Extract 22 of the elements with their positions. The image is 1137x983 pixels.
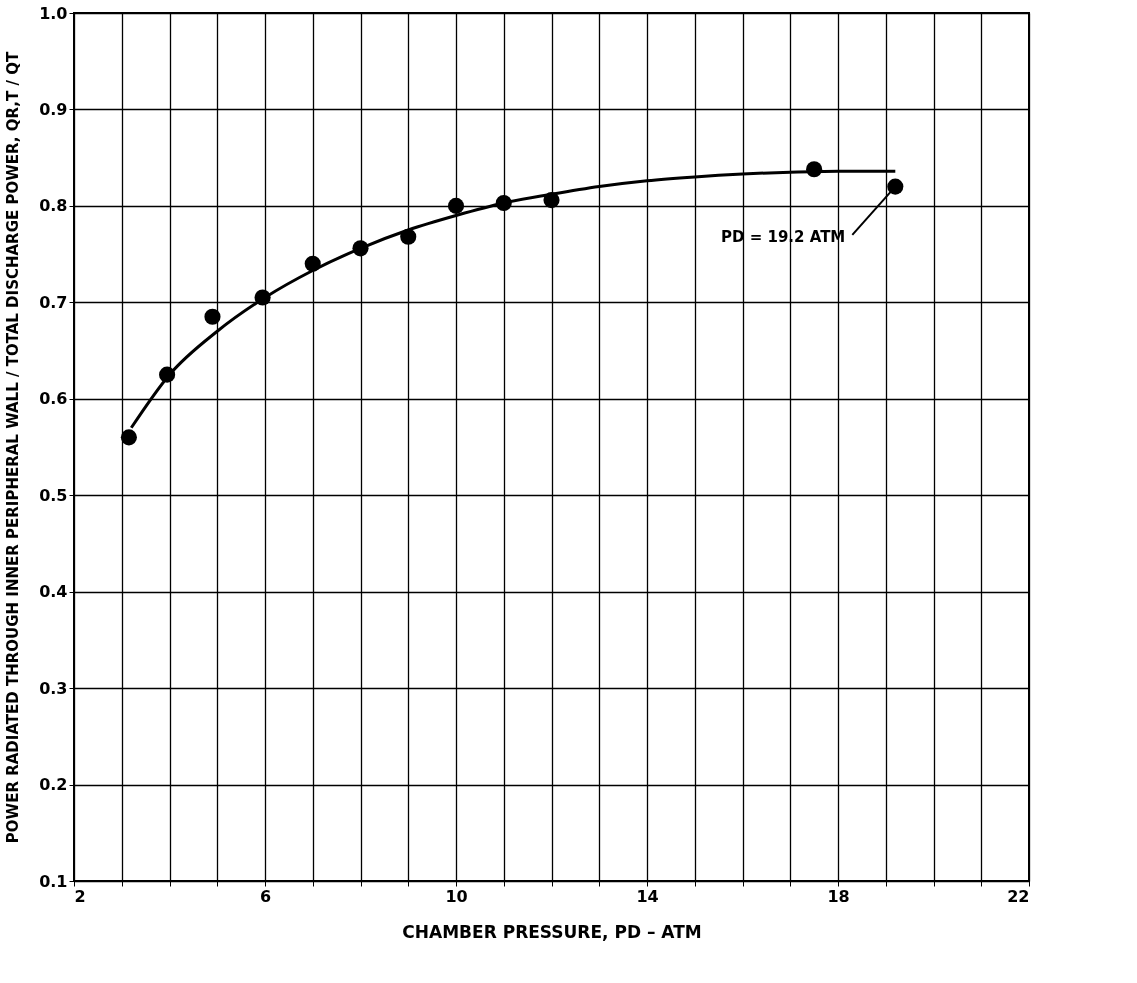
y-axis-title: POWER RADIATED THROUGH INNER PERIPHERAL WALL / TOTAL DISCHARGE POWER, QR,T / QT <box>4 51 23 844</box>
y-tick-label: 0.8 <box>39 196 68 216</box>
y-tick-label: 0.1 <box>39 871 68 891</box>
y-tick-label: 0.9 <box>39 99 68 119</box>
point <box>120 429 137 446</box>
point <box>887 178 904 195</box>
point <box>447 197 465 214</box>
y-tick-label: 0.6 <box>39 389 68 409</box>
point <box>204 308 221 325</box>
x-tick-label: 18 <box>827 886 850 906</box>
x-tick-label: 10 <box>445 886 468 906</box>
x-tick-label: 2 <box>74 886 86 906</box>
x-axis-title: CHAMBER PRESSURE, PD – ATM <box>402 921 702 942</box>
y-tick-label: 0.2 <box>39 775 68 795</box>
y-tick-label: 0.7 <box>39 292 68 312</box>
y-tick-label: 0.5 <box>39 485 68 505</box>
x-tick-label: 14 <box>636 886 659 906</box>
y-tick-label: 1.0 <box>39 3 68 23</box>
y-tick-label: 0.4 <box>39 582 68 602</box>
x-tick-label: 6 <box>259 886 272 906</box>
y-tick-label: 0.3 <box>39 678 68 698</box>
x-tick-label: 22 <box>1007 886 1030 906</box>
